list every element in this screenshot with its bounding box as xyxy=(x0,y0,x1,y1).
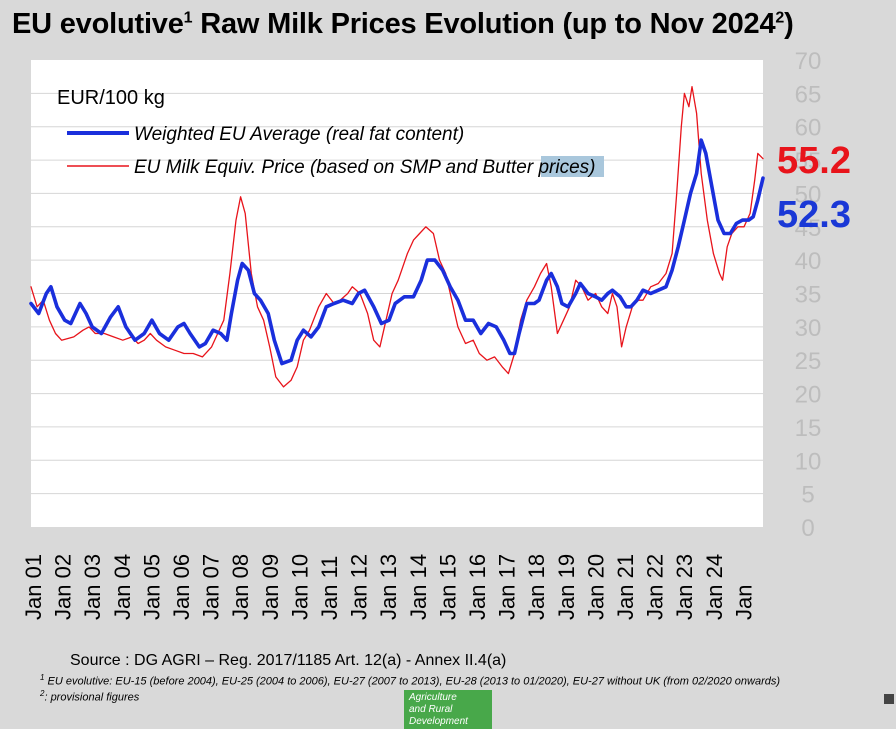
x-axis-ticks: Jan 01 Jan 02 Jan 03 Jan 04 Jan 05 Jan 06 Jan … xyxy=(21,554,756,620)
page-title: EU evolutive1 Raw Milk Prices Evolution … xyxy=(12,8,794,40)
legend: Weighted EU Average (real fat content) E… xyxy=(67,124,604,178)
y-tick-label: 10 xyxy=(795,448,822,475)
series-line-milk-equiv-price xyxy=(30,86,764,388)
y-tick-label: 55 xyxy=(795,148,822,175)
x-tick-label: Jan 22 xyxy=(643,554,668,620)
y-tick-label: 65 xyxy=(795,81,822,108)
x-tick-label: Jan 02 xyxy=(51,554,76,620)
y-tick-label: 5 xyxy=(801,482,814,509)
x-tick-label: Jan 11 xyxy=(317,556,342,620)
unit-label: EUR/100 kg xyxy=(57,87,165,109)
footnote-2: 2: provisional figures xyxy=(40,689,140,704)
x-tick-label: Jan 13 xyxy=(376,554,401,620)
x-tick-label: Jan xyxy=(731,585,756,620)
x-tick-label: Jan 21 xyxy=(613,554,638,620)
logo-line-3: Development xyxy=(409,716,468,727)
annotation-equiv-price: 55.2 xyxy=(777,140,851,182)
y-tick-label: 50 xyxy=(795,181,822,208)
x-tick-label: Jan 15 xyxy=(435,554,460,620)
x-tick-label: Jan 01 xyxy=(21,554,46,620)
y-tick-label: 25 xyxy=(795,348,822,375)
x-tick-label: Jan 16 xyxy=(465,554,490,620)
x-tick-label: Jan 20 xyxy=(583,554,608,620)
x-tick-label: Jan 12 xyxy=(347,554,372,620)
x-tick-label: Jan 14 xyxy=(406,554,431,620)
y-tick-label: 0 xyxy=(801,515,814,542)
legend-label-equiv: EU Milk Equiv. Price (based on SMP and B… xyxy=(134,157,595,178)
legend-highlight xyxy=(541,156,604,177)
x-tick-label: Jan 09 xyxy=(258,554,283,620)
y-tick-label: 45 xyxy=(795,215,822,242)
logo-line-1: Agriculture xyxy=(409,692,457,703)
x-tick-label: Jan 10 xyxy=(287,554,312,620)
x-tick-label: Jan 07 xyxy=(199,554,224,620)
x-tick-label: Jan 05 xyxy=(139,554,164,620)
x-tick-label: Jan 18 xyxy=(524,554,549,620)
series-line-weighted-average xyxy=(29,138,765,366)
y-tick-label: 15 xyxy=(795,415,822,442)
logo-line-2: and Rural xyxy=(409,704,453,715)
y-tick-label: 20 xyxy=(795,382,822,409)
annotation-weighted-average: 52.3 xyxy=(777,194,851,236)
x-tick-label: Jan 17 xyxy=(495,554,520,620)
corner-square xyxy=(884,694,894,704)
x-tick-label: Jan 08 xyxy=(228,554,253,620)
agri-logo: Agriculture and Rural Development xyxy=(404,690,492,729)
y-axis-ticks: 0 5 10 15 20 25 30 35 40 45 50 55 60 65 70 xyxy=(795,48,822,542)
legend-label-weighted: Weighted EU Average (real fat content) xyxy=(134,124,464,145)
x-tick-label: Jan 06 xyxy=(169,554,194,620)
x-tick-label: Jan 23 xyxy=(672,554,697,620)
y-tick-label: 30 xyxy=(795,315,822,342)
footnote-1: 1 EU evolutive: EU-15 (before 2004), EU-… xyxy=(40,673,781,688)
gridlines xyxy=(31,92,763,495)
y-tick-label: 35 xyxy=(795,282,822,309)
y-tick-label: 60 xyxy=(795,115,822,142)
x-tick-label: Jan 03 xyxy=(80,554,105,620)
x-tick-label: Jan 24 xyxy=(702,554,727,620)
y-tick-label: 40 xyxy=(795,248,822,275)
series-lines xyxy=(29,86,765,388)
x-tick-label: Jan 19 xyxy=(554,554,579,620)
y-tick-label: 70 xyxy=(795,48,822,75)
x-tick-label: Jan 04 xyxy=(110,554,135,620)
source-note: Source : DG AGRI – Reg. 2017/1185 Art. 1… xyxy=(70,652,507,669)
